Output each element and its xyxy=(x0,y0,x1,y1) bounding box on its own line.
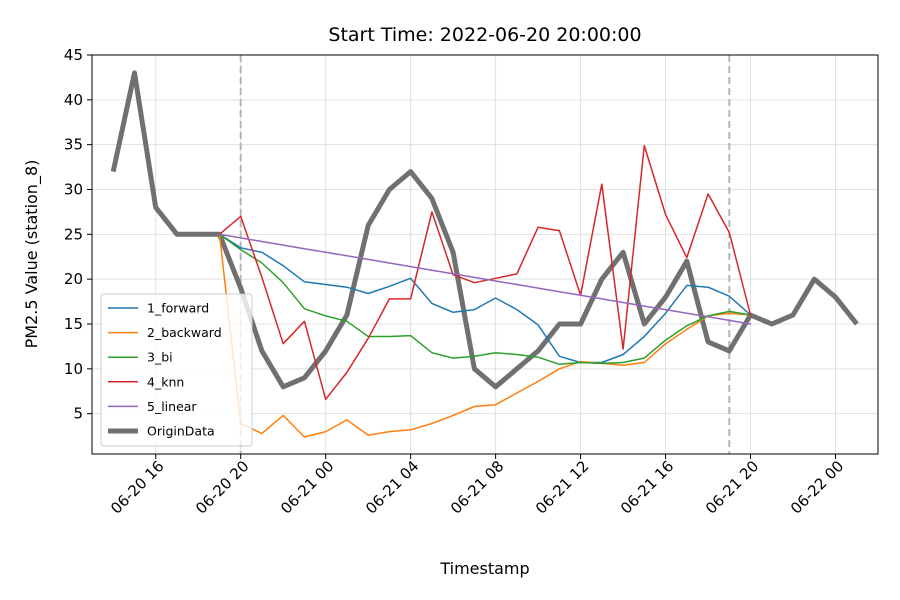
y-tick-label: 25 xyxy=(64,225,83,243)
y-tick-label: 5 xyxy=(73,405,83,423)
y-tick-label: 10 xyxy=(64,360,83,378)
plot-frame xyxy=(91,54,879,455)
series-line-3-bi xyxy=(218,233,752,366)
chart-title: Start Time: 2022-06-20 20:00:00 xyxy=(328,24,641,46)
y-axis-title: PM2.5 Value (station_8) xyxy=(22,160,42,349)
y-tick-label: 15 xyxy=(64,315,83,333)
series-line-5-linear xyxy=(218,233,752,325)
series-line-origindata xyxy=(110,70,859,390)
y-tick-label: 40 xyxy=(64,91,83,109)
y-axis-ticks: 5 10 15 20 25 30 35 40 45 xyxy=(64,46,92,423)
legend-label: OriginData xyxy=(147,424,215,439)
y-tick-label: 30 xyxy=(64,180,83,198)
y-tick-label: 35 xyxy=(64,136,83,154)
series-line-4-knn xyxy=(218,144,752,401)
legend-label: 5_linear xyxy=(147,399,197,414)
y-tick-label: 20 xyxy=(64,270,83,288)
series-line-1-forward xyxy=(218,233,752,364)
legend-label: 3_bi xyxy=(147,350,173,365)
legend-label: 4_knn xyxy=(147,374,184,389)
legend-label: 1_forward xyxy=(147,301,209,316)
x-axis-title: Timestamp xyxy=(439,559,529,578)
series-lines xyxy=(110,70,859,438)
legend-box xyxy=(100,293,253,447)
legend: 1_forward 2_backward 3_bi 4_knn 5_linear Orig… xyxy=(100,293,253,447)
y-tick-label: 45 xyxy=(64,46,83,64)
legend-label: 2_backward xyxy=(147,325,222,340)
legend-items: 1_forward 2_backward 3_bi 4_knn 5_linear Orig… xyxy=(108,301,222,439)
series-line-2-backward xyxy=(218,233,752,438)
